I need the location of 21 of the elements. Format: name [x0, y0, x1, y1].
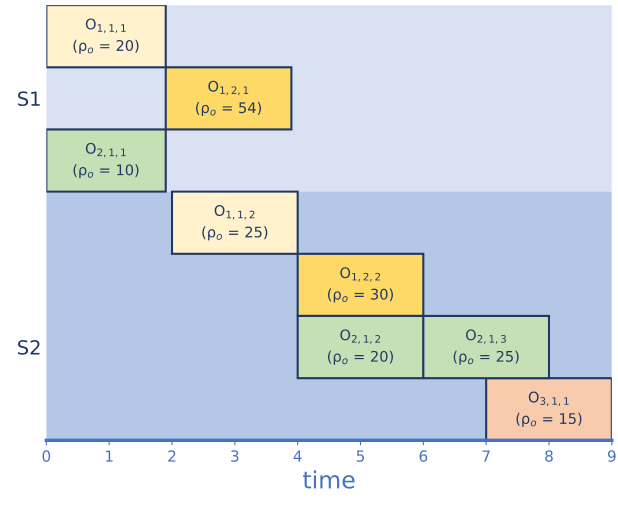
x-tick-label: 7	[482, 450, 490, 462]
x-tick-label: 4	[294, 450, 302, 462]
x-tick-label: 0	[42, 450, 50, 462]
x-tick-label: 1	[106, 450, 113, 462]
x-tick-label: 3	[231, 450, 238, 462]
y-tick-label: S1	[18, 91, 40, 106]
x-axis-title: time	[303, 470, 354, 489]
text: O$_{1,1,1}$ (ρ$_{o}$ = 20)	[74, 18, 138, 54]
x-tick-label: 9	[608, 450, 616, 462]
text: O$_{2,1,2}$ (ρ$_{o}$ = 20)	[328, 329, 393, 365]
x-tick-label: 8	[545, 450, 553, 462]
text: O$_{1,2,2}$ (ρ$_{o}$ = 30)	[328, 267, 393, 303]
text: O$_{2,1,1}$ (ρ$_{o}$ = 10)	[74, 142, 138, 178]
y-tick-label: S2	[18, 340, 40, 355]
text: O$_{3,1,1}$ (ρ$_{o}$ = 15)	[516, 392, 582, 427]
x-tick-label: 6	[420, 450, 428, 462]
text: O$_{1,2,1}$ (ρ$_{o}$ = 54)	[196, 80, 262, 116]
x-tick-label: 5	[356, 450, 364, 462]
text: O$_{2,1,3}$ (ρ$_{o}$ = 25)	[454, 329, 519, 365]
x-tick-label: 2	[168, 450, 176, 462]
text: O$_{1,1,2}$ (ρ$_{o}$ = 25)	[202, 205, 268, 240]
